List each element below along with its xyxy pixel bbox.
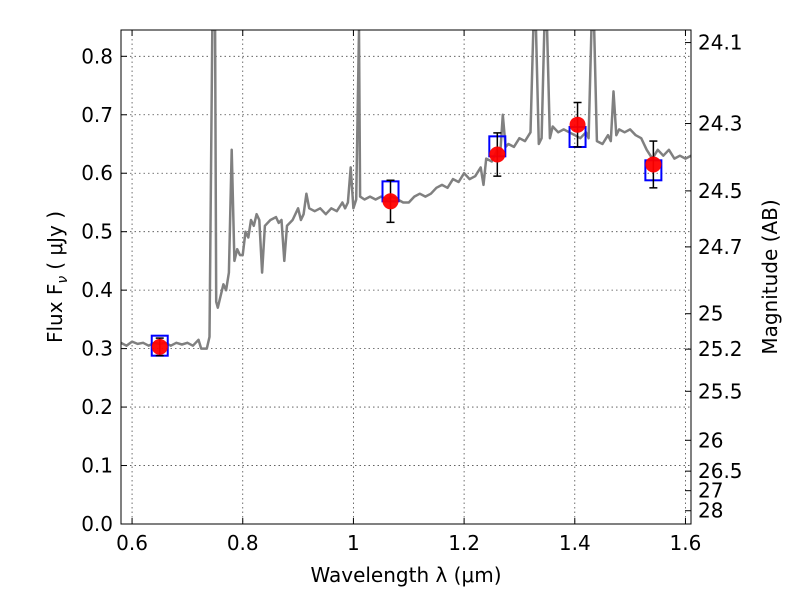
right-tick-label: 27: [698, 479, 723, 503]
observed-photometry-layer: [151, 101, 662, 357]
y-tick-label: 0.1: [81, 454, 113, 478]
y-tick-label: 0.3: [81, 337, 113, 361]
observed-point: [382, 193, 399, 210]
y-tick-label: 0.5: [81, 220, 113, 244]
y-tick-label: 0.4: [81, 278, 113, 302]
y-axis-label-unit: ( μJy ): [43, 211, 67, 270]
plot-frame: [120, 29, 692, 525]
sed-layer: [121, 30, 691, 350]
right-tick-label: 24.7: [698, 235, 743, 259]
y-axis-label-right: Magnitude (AB): [758, 199, 782, 354]
x-tick-label: 1.2: [448, 531, 480, 555]
right-tick-label: 25: [698, 302, 723, 326]
y-tick-label: 0.6: [81, 161, 113, 185]
y-tick-label: 0.0: [81, 512, 113, 536]
axes: 0.6 0.8 1 1.2 1.4 1.6 0.0 0.1 0.2 0.3 0.4 0.5 0.6 0.7…: [81, 30, 743, 555]
observed-point: [645, 156, 662, 173]
x-tick-label: 1.6: [670, 531, 702, 555]
observed-point: [489, 146, 506, 163]
y-tick-label: 0.8: [81, 44, 113, 68]
observed-point: [569, 116, 586, 133]
x-tick-label: 0.8: [227, 531, 259, 555]
right-tick-label: 28: [698, 499, 723, 523]
right-tick-label: 24.1: [698, 31, 743, 55]
right-tick-label: 26.5: [698, 459, 743, 483]
right-tick-label: 25.2: [698, 337, 743, 361]
right-tick-label: 25.5: [698, 379, 743, 403]
y-axis-label-left: Flux Fν ( μJy ): [43, 211, 71, 343]
y-tick-label: 0.2: [81, 395, 113, 419]
right-tick-label: 26: [698, 428, 723, 452]
x-tick-label: 1.4: [559, 531, 591, 555]
right-tick-label: 24.5: [698, 179, 743, 203]
sed-line: [121, 30, 691, 350]
x-tick-label: 0.6: [116, 531, 148, 555]
x-axis-label: Wavelength λ (μm): [310, 563, 501, 587]
y-axis-label-text: Flux F: [43, 284, 67, 343]
observed-point: [151, 338, 168, 355]
y-tick-label: 0.7: [81, 103, 113, 127]
right-tick-label: 24.3: [698, 112, 743, 136]
plot-area: [121, 30, 691, 524]
y-axis-label-subscript: ν: [55, 276, 71, 284]
x-tick-label: 1: [347, 531, 360, 555]
